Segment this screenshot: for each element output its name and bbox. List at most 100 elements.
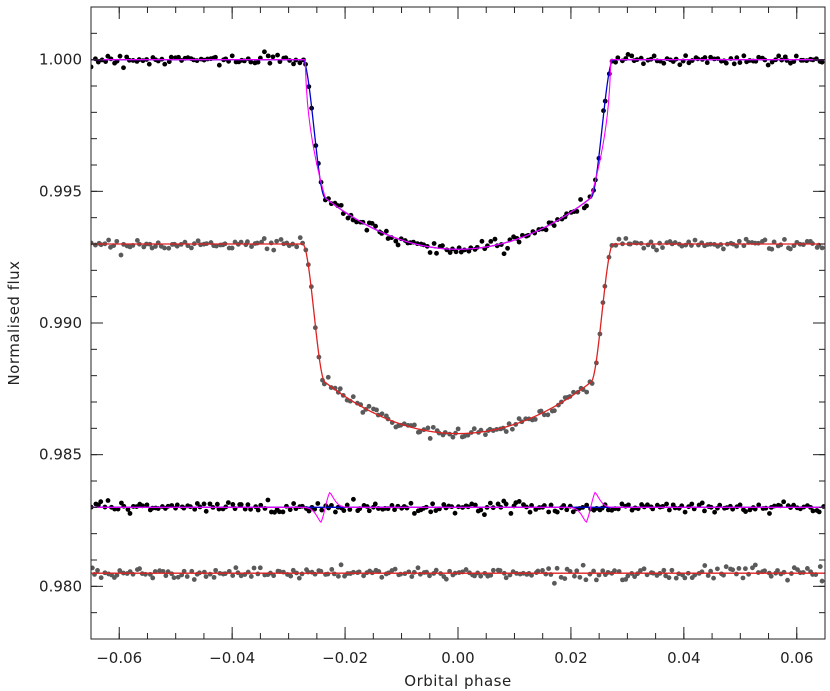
data-point bbox=[166, 59, 172, 65]
data-point bbox=[415, 565, 421, 571]
data-point bbox=[203, 574, 209, 580]
data-point bbox=[249, 244, 254, 249]
data-point bbox=[793, 53, 799, 59]
data-point bbox=[351, 496, 356, 502]
series-2-points bbox=[91, 235, 825, 441]
data-point bbox=[501, 251, 507, 257]
data-point bbox=[294, 244, 300, 250]
x-tick-label: 0.04 bbox=[667, 649, 700, 667]
data-point bbox=[181, 568, 187, 574]
data-point bbox=[762, 237, 768, 243]
data-point bbox=[791, 59, 797, 64]
data-point bbox=[366, 508, 372, 514]
data-point bbox=[577, 574, 583, 580]
data-point bbox=[91, 565, 95, 571]
data-point bbox=[447, 250, 453, 255]
data-point bbox=[441, 502, 447, 507]
data-point bbox=[721, 572, 726, 578]
data-point bbox=[291, 501, 297, 506]
data-point bbox=[785, 577, 790, 583]
data-point bbox=[711, 575, 716, 581]
y-tick-label: 0.990 bbox=[39, 314, 82, 332]
data-point bbox=[354, 219, 359, 225]
data-point bbox=[392, 566, 398, 572]
data-point bbox=[369, 221, 375, 226]
data-point bbox=[552, 580, 557, 586]
data-point bbox=[271, 247, 277, 253]
data-point bbox=[248, 59, 254, 65]
data-point bbox=[572, 573, 577, 579]
data-point bbox=[791, 502, 797, 508]
data-point bbox=[194, 501, 200, 506]
data-point bbox=[708, 568, 714, 574]
data-point bbox=[769, 59, 775, 65]
data-point bbox=[255, 59, 261, 65]
data-point bbox=[255, 571, 261, 577]
data-point bbox=[297, 60, 303, 66]
data-point bbox=[479, 238, 485, 244]
data-point bbox=[455, 426, 461, 432]
data-point bbox=[213, 567, 219, 573]
data-point bbox=[278, 237, 284, 242]
series-1 bbox=[91, 49, 825, 257]
data-point bbox=[95, 568, 100, 573]
data-point bbox=[117, 568, 123, 573]
data-point bbox=[472, 502, 478, 508]
data-point bbox=[207, 571, 213, 577]
data-point bbox=[638, 568, 643, 573]
data-point bbox=[645, 502, 650, 508]
series-2 bbox=[91, 235, 825, 441]
data-point bbox=[124, 54, 130, 60]
data-point bbox=[255, 507, 261, 513]
data-point bbox=[373, 223, 378, 229]
data-point bbox=[134, 238, 140, 243]
data-point bbox=[541, 412, 547, 418]
data-point bbox=[529, 572, 534, 578]
data-point bbox=[661, 60, 667, 66]
data-point bbox=[632, 574, 637, 580]
data-point bbox=[176, 54, 181, 60]
x-tick-label: −0.04 bbox=[209, 649, 255, 667]
data-point bbox=[137, 566, 142, 572]
data-point bbox=[723, 60, 729, 66]
series-4-points bbox=[91, 562, 825, 586]
plot-frame bbox=[90, 6, 826, 640]
data-point bbox=[245, 239, 250, 245]
data-point bbox=[125, 507, 131, 512]
tick-marks bbox=[90, 6, 826, 640]
data-point bbox=[742, 566, 748, 572]
data-point bbox=[189, 568, 195, 574]
data-point bbox=[412, 422, 417, 428]
data-point bbox=[734, 571, 739, 577]
data-point bbox=[333, 509, 338, 515]
data-point bbox=[654, 247, 659, 253]
data-point bbox=[730, 506, 736, 512]
data-point bbox=[194, 58, 200, 64]
data-point bbox=[795, 567, 800, 573]
data-point bbox=[712, 509, 718, 515]
data-point bbox=[425, 425, 431, 431]
data-point bbox=[702, 508, 707, 514]
data-point bbox=[103, 59, 109, 64]
series-3 bbox=[91, 491, 825, 524]
data-point bbox=[657, 240, 663, 246]
data-point bbox=[319, 507, 325, 513]
data-point bbox=[503, 575, 509, 581]
data-point bbox=[98, 499, 104, 505]
data-point bbox=[434, 250, 439, 256]
data-point bbox=[516, 239, 522, 245]
y-axis-title: Normalised flux bbox=[5, 260, 23, 385]
data-point bbox=[629, 53, 635, 59]
data-point bbox=[540, 568, 545, 573]
data-point bbox=[393, 238, 399, 244]
data-point bbox=[201, 501, 207, 507]
data-point bbox=[612, 568, 617, 574]
data-point bbox=[144, 502, 150, 508]
data-point bbox=[533, 507, 539, 512]
data-point bbox=[743, 509, 748, 514]
data-point bbox=[584, 203, 589, 209]
data-point bbox=[277, 509, 282, 515]
data-point bbox=[299, 571, 305, 577]
data-point bbox=[689, 501, 695, 507]
data-point bbox=[275, 52, 280, 58]
